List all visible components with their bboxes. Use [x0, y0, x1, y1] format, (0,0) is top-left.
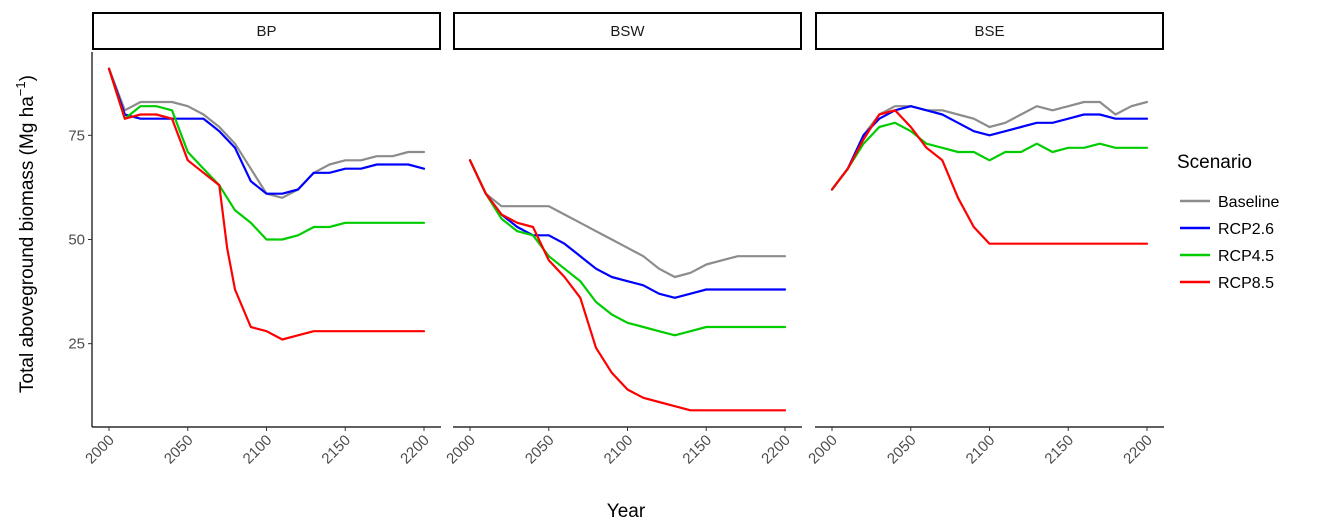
- panels-group: BP 25 50 75 2000 2050 2100 2150 2200 BSW 2000 2050 2…: [68, 12, 1164, 468]
- legend-label-baseline: Baseline: [1218, 194, 1279, 211]
- x-tick-label-bp-2050: 2050: [161, 432, 197, 468]
- legend-title: Scenario: [1177, 152, 1252, 173]
- y-tick-label-50: 50: [68, 232, 85, 249]
- series-bp-baseline: [107, 67, 426, 199]
- series-bsw-rcp2-6: [468, 159, 787, 299]
- x-tick-label-bse-2150: 2150: [1041, 432, 1077, 468]
- y-axis-title: Total aboveground biomass (Mg ha−1): [13, 75, 38, 393]
- series-bp-rcp2-6: [107, 67, 426, 195]
- x-tick-label-bp-2100: 2100: [240, 432, 276, 468]
- x-tick-label-bse-2100: 2100: [963, 432, 999, 468]
- series-bse-rcp2-6: [830, 105, 1149, 191]
- y-axis-title-main: Total aboveground biomass (Mg ha: [17, 96, 38, 393]
- x-axis-title: Year: [607, 501, 646, 522]
- panel-bp: BP 25 50 75 2000 2050 2100 2150 2200: [68, 12, 441, 468]
- y-axis-title-close: ): [17, 75, 38, 81]
- x-tick-label-bse-2200: 2200: [1120, 432, 1156, 468]
- strip-label-bsw: BSW: [610, 23, 645, 40]
- series-bsw-baseline: [468, 159, 787, 279]
- series-bse-rcp4-5: [830, 121, 1149, 191]
- x-tick-label-bsw-2200: 2200: [758, 432, 794, 468]
- x-tick-label-bp-2200: 2200: [397, 432, 433, 468]
- x-tick-label-bsw-2050: 2050: [522, 432, 558, 468]
- legend: Scenario Baseline RCP2.6 RCP4.5 RCP8.5: [1177, 152, 1279, 292]
- series-bsw-rcp4-5: [468, 159, 787, 337]
- x-tick-label-bsw-2150: 2150: [679, 432, 715, 468]
- strip-bse: [815, 12, 1164, 50]
- series-bse-baseline: [830, 100, 1149, 191]
- series-bp-rcp8-5: [107, 67, 426, 341]
- x-tick-label-bsw-2100: 2100: [601, 432, 637, 468]
- strip-bsw: [453, 12, 802, 50]
- y-tick-label-25: 25: [68, 336, 85, 353]
- x-tick-label-bp-2150: 2150: [318, 432, 354, 468]
- panel-bse: BSE 2000 2050 2100 2150 2200: [805, 12, 1164, 468]
- x-tick-label-bp-2000: 2000: [82, 432, 118, 468]
- strip-bp: [92, 12, 441, 50]
- x-tick-label-bse-2050: 2050: [884, 432, 920, 468]
- legend-label-rcp8-5: RCP8.5: [1218, 275, 1274, 292]
- y-axis-title-exponent: −1: [13, 81, 28, 96]
- series-bsw-rcp8-5: [468, 159, 787, 412]
- legend-items: Baseline RCP2.6 RCP4.5 RCP8.5: [1180, 194, 1279, 292]
- series-bse-rcp8-5: [830, 109, 1149, 245]
- y-tick-label-75: 75: [68, 127, 85, 144]
- strip-label-bse: BSE: [974, 23, 1004, 40]
- legend-label-rcp2-6: RCP2.6: [1218, 221, 1274, 238]
- x-tick-label-bse-2000: 2000: [805, 432, 841, 468]
- panel-bsw: BSW 2000 2050 2100 2150 2200: [443, 12, 802, 468]
- x-tick-label-bsw-2000: 2000: [443, 432, 479, 468]
- strip-label-bp: BP: [256, 23, 276, 40]
- legend-label-rcp4-5: RCP4.5: [1218, 248, 1274, 265]
- series-bp-rcp4-5: [107, 67, 426, 241]
